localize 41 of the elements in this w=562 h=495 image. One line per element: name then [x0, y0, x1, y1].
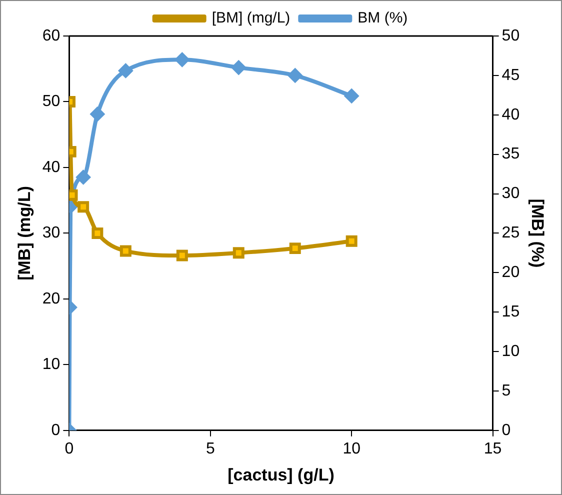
point	[289, 242, 301, 254]
y-tick-label: 40	[42, 158, 60, 176]
y2-tick-label: 0	[502, 422, 511, 439]
y2-tick-label: 20	[502, 264, 520, 282]
x-tick-label: 15	[484, 440, 502, 458]
y2-tick-label: 35	[502, 146, 520, 163]
y2-tick-label: 15	[502, 303, 520, 320]
y2-tick-label: 40	[502, 106, 520, 124]
y2-tick-label: 30	[502, 185, 520, 202]
y-tick-label: 50	[42, 93, 60, 110]
x-axis-title: [cactus] (g/L)	[228, 465, 334, 484]
x-tick-label: 5	[206, 440, 215, 458]
point	[92, 227, 104, 239]
y-tick-label: 20	[42, 290, 60, 308]
point	[76, 170, 91, 185]
point	[346, 235, 358, 247]
point	[288, 68, 303, 83]
y-axis-title: [MB] (mg/L)	[14, 186, 34, 280]
legend-label: BM (%)	[358, 10, 408, 27]
point	[78, 201, 90, 213]
point	[120, 245, 132, 257]
point	[90, 106, 105, 122]
x-tick-label: 10	[342, 440, 361, 458]
point	[344, 88, 360, 104]
y-tick-label: 10	[42, 356, 60, 374]
y2-tick-label: 50	[502, 27, 520, 44]
point	[118, 63, 134, 78]
y-tick-label: 60	[42, 27, 60, 44]
point	[232, 247, 244, 259]
point	[231, 60, 246, 76]
point	[176, 250, 188, 262]
x-tick-label: 0	[64, 440, 74, 458]
point	[174, 52, 190, 68]
y2-tick-label: 10	[502, 342, 520, 360]
y2-tick-label: 5	[502, 382, 511, 400]
y2-tick-label: 45	[502, 66, 520, 84]
y2-tick-label: 25	[502, 224, 520, 242]
y-tick-label: 0	[51, 422, 60, 439]
y-tick-label: 30	[42, 224, 60, 242]
y2-axis-title: [MB] (%)	[528, 198, 548, 268]
legend-label: [BM] (mg/L)	[212, 10, 290, 27]
